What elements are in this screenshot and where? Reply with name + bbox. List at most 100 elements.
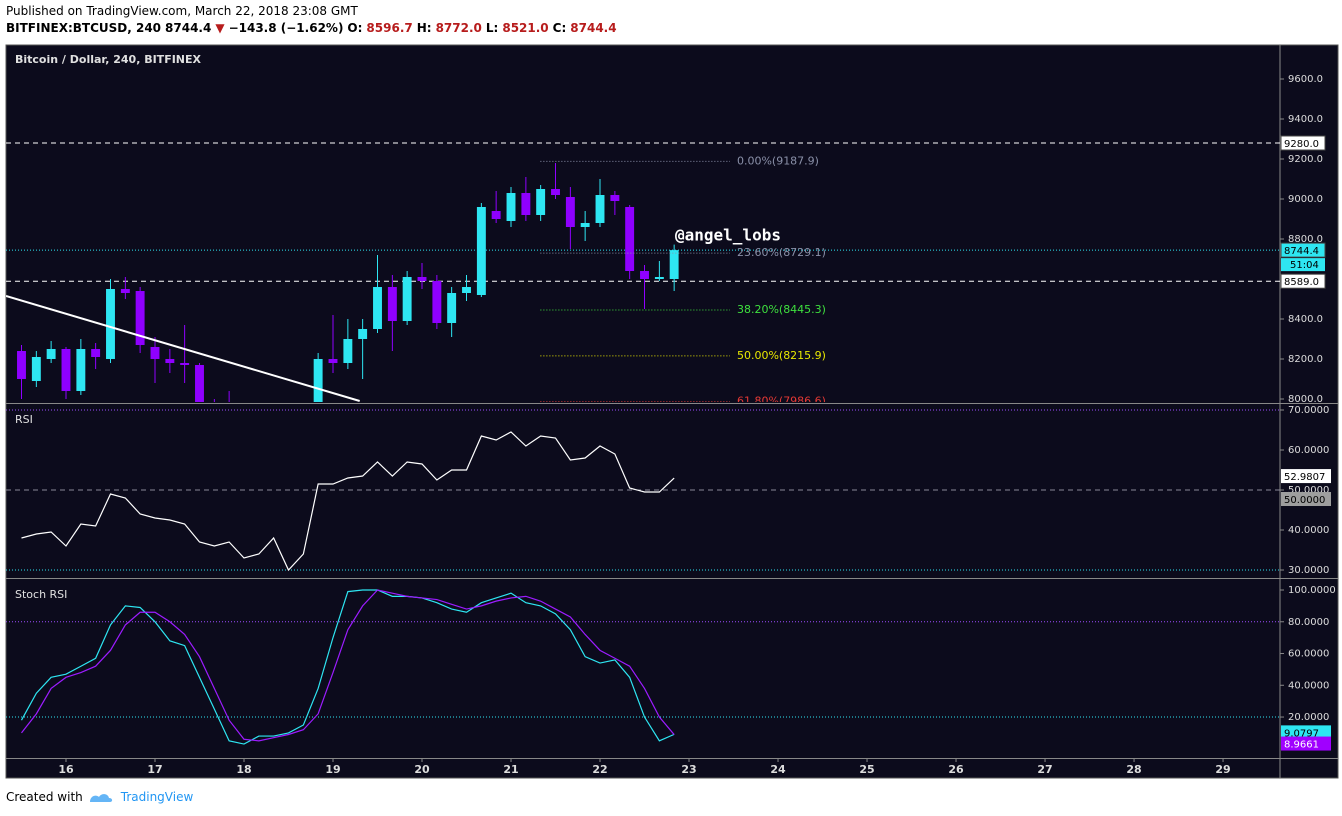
chart: 16 17 18 19 20 21 22 23 24 25 26 27 28 29 0.00%(9187.9…	[5, 44, 1339, 779]
x-tick-label: 22	[592, 763, 607, 776]
candle-body	[195, 365, 204, 402]
price-marker-box	[1280, 273, 1326, 289]
pane	[6, 409, 1280, 572]
price-marker: 9280.0	[1284, 139, 1319, 150]
candle-body	[506, 193, 516, 221]
quote-part: ▼	[215, 21, 225, 35]
pane-title: Bitcoin / Dollar, 240, BITFINEX	[15, 53, 202, 66]
candle-body	[328, 359, 338, 363]
x-tick-label: 25	[859, 763, 874, 776]
candle-body	[343, 339, 353, 363]
y-tick-label: 9400.0	[1288, 114, 1323, 125]
candle-body	[610, 195, 620, 201]
x-tick-label: 27	[1037, 763, 1052, 776]
y-tick-label: 8400.0	[1288, 314, 1323, 325]
price-marker-box	[1280, 135, 1326, 151]
value-marker-box	[1281, 725, 1331, 740]
x-tick-label: 16	[58, 763, 74, 776]
quote-part: 8596.7	[366, 21, 413, 35]
trendline	[6, 295, 360, 402]
fib-label: 61.80%(7986.6)	[737, 395, 826, 408]
candle-body	[432, 281, 442, 323]
y-tick-label: 9200.0	[1288, 154, 1323, 165]
candle-body	[61, 349, 71, 391]
candle-body	[313, 359, 323, 402]
quote-part: O:	[347, 21, 363, 35]
brand: TradingView	[120, 790, 194, 804]
candle-body	[625, 207, 635, 271]
fib-label: 50.00%(8215.9)	[737, 349, 826, 362]
value-marker-box	[1281, 469, 1331, 484]
y-tick-label: 30.0000	[1288, 565, 1329, 576]
countdown-box	[1281, 258, 1325, 272]
candle-body	[669, 250, 679, 279]
price-marker-box	[1280, 242, 1326, 258]
candle-body	[135, 291, 145, 345]
candle-body	[31, 357, 41, 381]
x-tick-label: 23	[681, 763, 696, 776]
x-tick-label: 17	[147, 763, 162, 776]
fib-label: 38.20%(8445.3)	[737, 303, 826, 316]
y-tick-label: 70.0000	[1288, 405, 1329, 416]
candle-body	[551, 189, 560, 195]
y-tick-label: 9600.0	[1288, 74, 1323, 85]
x-tick-label: 29	[1215, 763, 1230, 776]
x-tick-label: 26	[948, 763, 964, 776]
x-tick-label: 19	[325, 763, 340, 776]
y-tick-label: 8800.0	[1288, 234, 1323, 245]
y-tick-label: 60.0000	[1288, 649, 1329, 660]
candle-body	[580, 223, 590, 227]
quote-part: H:	[416, 21, 432, 35]
fib-label: 0.00%(9187.9)	[737, 154, 819, 167]
x-tick-label: 24	[770, 763, 786, 776]
candle-body	[180, 363, 190, 365]
footer: Created with TradingView	[6, 790, 193, 804]
x-tick-label: 18	[236, 763, 251, 776]
published: Published on TradingView.com, March 22, …	[6, 4, 358, 18]
quote-part: BITFINEX:BTCUSD, 240	[6, 21, 162, 35]
quote-part: −143.8 (−1.62%)	[228, 21, 344, 35]
y-tick-label: 8000.0	[1288, 394, 1323, 405]
candle-body	[462, 287, 471, 293]
x-tick-label: 28	[1126, 763, 1141, 776]
candle-body	[17, 351, 26, 379]
price-marker: 8589.0	[1284, 277, 1319, 288]
candle-body	[491, 211, 501, 219]
created-with: Created with	[6, 790, 83, 804]
value-marker: 50.0000	[1284, 495, 1325, 506]
y-tick-label: 20.0000	[1288, 712, 1329, 723]
header: Published on TradingView.com, March 22, …	[6, 3, 621, 37]
candle-body	[654, 277, 664, 279]
candle-body	[120, 289, 130, 293]
candle-body	[91, 349, 101, 357]
candle-body	[46, 349, 56, 359]
quote-part: 8744.4	[165, 21, 212, 35]
candle-body	[640, 271, 649, 279]
fib-label: 23.60%(8729.1)	[737, 246, 826, 259]
candle-body	[150, 347, 160, 359]
quote-part: C:	[552, 21, 567, 35]
value-marker-box	[1281, 736, 1331, 751]
value-marker: 52.9807	[1284, 472, 1325, 483]
candle-body	[76, 349, 86, 391]
y-tick-label: 50.0000	[1288, 485, 1329, 496]
watermark: @angel_lobs	[675, 226, 781, 245]
y-tick-label: 8200.0	[1288, 354, 1323, 365]
y-tick-label: 40.0000	[1288, 680, 1329, 691]
candle-body	[447, 293, 457, 323]
quote-part: 8744.4	[570, 21, 617, 35]
logo	[90, 794, 113, 802]
quote-part: L:	[485, 21, 499, 35]
candle-body	[536, 189, 546, 215]
pane	[6, 589, 1280, 745]
candle-body	[595, 195, 605, 223]
pane: 0.00%(9187.9) 23.60%(8729.1) 38.20%(8445.3…	[6, 142, 1280, 408]
y-tick-label: 9000.0	[1288, 194, 1323, 205]
candle-body	[402, 277, 412, 321]
quote-part: 8772.0	[435, 21, 482, 35]
indicator-line	[21, 431, 675, 572]
value-marker: 9.0797	[1284, 728, 1319, 739]
pane-title: RSI	[15, 413, 33, 426]
y-tick-label: 40.0000	[1288, 525, 1329, 536]
